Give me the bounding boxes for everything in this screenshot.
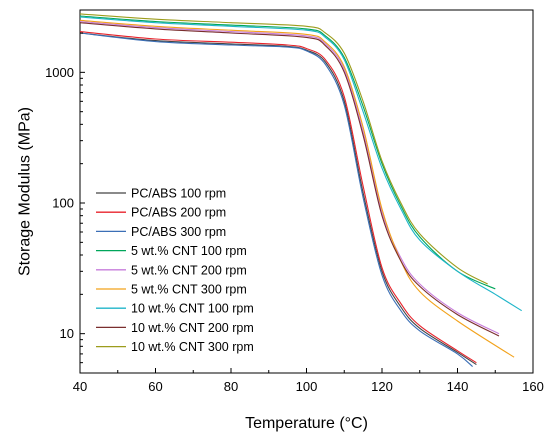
series-line-4 (80, 15, 496, 290)
legend-label: PC/ABS 300 rpm (131, 225, 226, 239)
x-tick-label: 160 (522, 379, 544, 394)
y-tick-label: 10 (60, 326, 74, 341)
series-line-8 (80, 22, 500, 337)
series-layer (80, 13, 522, 368)
legend-label: PC/ABS 200 rpm (131, 206, 226, 220)
legend-label: 10 wt.% CNT 200 rpm (131, 321, 254, 335)
series-line-2 (80, 31, 477, 364)
y-tick-label: 1000 (45, 65, 74, 80)
legend-label: 5 wt.% CNT 200 rpm (131, 263, 247, 277)
series-line-6 (80, 19, 515, 358)
legend-label: 10 wt.% CNT 100 rpm (131, 302, 254, 316)
legend-label: PC/ABS 100 rpm (131, 187, 226, 201)
series-line-5 (80, 20, 500, 335)
y-axis: 10 100 1000 (45, 9, 85, 374)
x-tick-label: 140 (447, 379, 469, 394)
x-tick-label: 80 (224, 379, 238, 394)
series-line-9 (80, 13, 488, 285)
legend: PC/ABS 100 rpm PC/ABS 200 rpm PC/ABS 300 r… (96, 187, 254, 354)
legend-label: 10 wt.% CNT 300 rpm (131, 340, 254, 354)
legend-label: 5 wt.% CNT 100 rpm (131, 244, 247, 258)
series-line-3 (80, 32, 473, 368)
series-line-7 (80, 16, 522, 312)
x-tick-label: 60 (148, 379, 162, 394)
y-tick-label: 100 (52, 196, 74, 211)
x-tick-label: 40 (73, 379, 87, 394)
x-tick-label: 120 (371, 379, 393, 394)
x-axis-title: Temperature (°C) (245, 415, 368, 432)
y-axis-title: Storage Modulus (MPa) (17, 107, 34, 276)
series-line-1 (80, 32, 477, 366)
x-tick-label: 100 (296, 379, 318, 394)
x-axis: 40 60 80 100 120 140 160 (73, 368, 544, 394)
legend-label: 5 wt.% CNT 300 rpm (131, 283, 247, 297)
